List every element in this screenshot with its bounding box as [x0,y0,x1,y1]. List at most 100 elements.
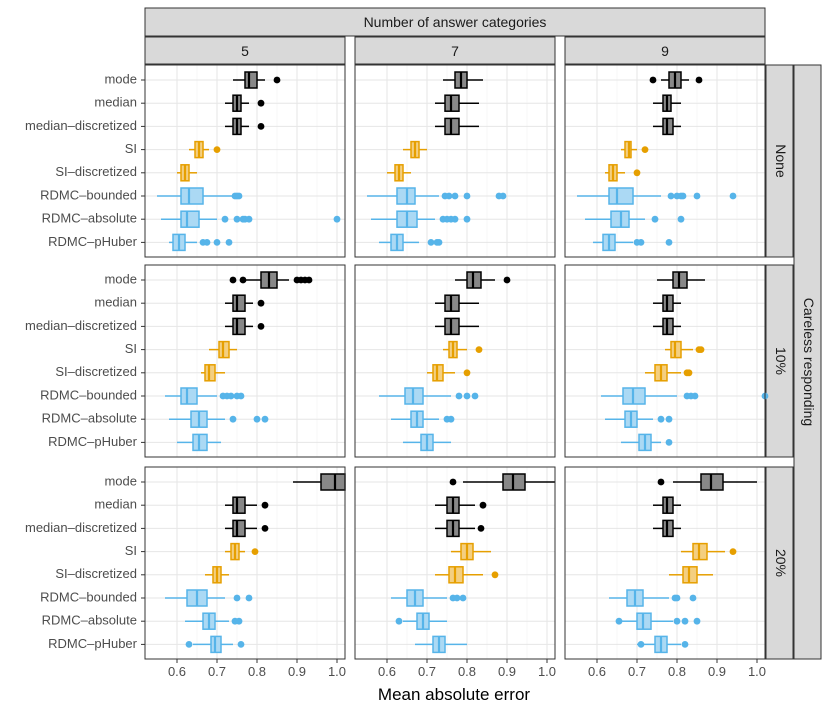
panel-background [565,265,765,457]
box-SI [443,340,483,359]
box-SI–discretized [427,364,471,382]
box-median [225,294,265,312]
x-tick-label: 0.6 [168,664,186,679]
outlier-point [239,276,247,284]
outlier-point [637,239,645,246]
box-RDMC–bounded [391,589,467,607]
outlier-point [651,215,659,223]
panel-border [144,264,346,458]
x-tick-label: 0.7 [418,664,436,679]
box-median–discretized [435,519,485,538]
box-SI [209,340,237,359]
box-RDMC–pHuber [379,233,443,252]
column-strip-7 [354,36,556,65]
box-SI–discretized [201,364,225,382]
outlier-point [447,415,455,423]
box-RDMC–absolute [169,410,269,428]
outlier-point [679,192,687,200]
panel-border [354,264,556,458]
panel-border [564,264,766,458]
outlier-point [305,276,313,284]
outlier-point [695,76,703,84]
box-mode [455,271,511,289]
x-tick-label: 0.8 [248,664,266,679]
box-RDMC–absolute [391,410,455,428]
box-iqr [232,317,246,336]
category-label: RDMC–bounded [40,589,137,604]
category-label: RDMC–bounded [40,187,137,202]
x-tick-label: 1.0 [748,664,766,679]
box-RDMC–pHuber [415,635,467,654]
box-RDMC–pHuber [177,433,221,452]
facet-strips: Number of answer categories 5 7 9 None 10% 20%… [144,7,822,660]
box-SI [189,140,221,159]
outlier-point [257,123,265,130]
category-label: SI–discretized [55,164,137,179]
category-label: RDMC–pHuber [48,636,138,651]
box-median [225,94,265,112]
category-label: RDMC–absolute [42,211,137,226]
outlier-point [463,369,471,377]
outlier-point [641,146,649,154]
x-tick-label: 0.8 [668,664,686,679]
box-SI–discretized [205,566,229,584]
facet-panels [144,64,769,660]
outlier-point [237,392,245,400]
outlier-point [229,276,237,284]
outlier-point [665,439,673,446]
box-RDMC–pHuber [637,635,689,654]
box-SI [403,140,427,159]
category-label: mode [104,71,137,86]
outlier-point [685,369,693,377]
box-SI–discretized [645,364,693,382]
panel-border [144,64,346,258]
panel-border [144,466,346,660]
panel-background [355,265,555,457]
outlier-point [499,192,507,200]
box-RDMC–pHuber [185,635,245,654]
box-mode [449,473,555,491]
outlier-point [649,76,657,84]
outlier-point [681,617,689,625]
x-axes: 0.6 0.7 0.8 0.9 1.0 0.6 0.7 0.8 0.9 1.0 0.6 0.7 0.8 0… [168,659,766,679]
box-iqr [232,294,246,312]
outlier-point [463,392,471,400]
box-RDMC–bounded [609,589,697,607]
x-tick-label: 0.7 [628,664,646,679]
box-RDMC–bounded [165,387,245,405]
box-SI–discretized [435,566,499,584]
category-label: SI–discretized [55,364,137,379]
outlier-point [221,215,229,223]
outlier-point [477,525,485,532]
category-label: median–discretized [25,118,137,133]
box-median [653,294,681,312]
category-label: SI [125,141,137,156]
outlier-point [233,594,241,602]
row-strip-1 [765,64,794,258]
panel-2-9 [564,264,769,458]
outlier-point [689,594,697,602]
box-RDMC–absolute [395,612,447,630]
box-RDMC–bounded [367,187,507,205]
box-RDMC–bounded [157,187,243,205]
outlier-point [253,415,261,423]
panel-background [145,65,345,257]
box-RDMC–absolute [605,410,673,428]
outlier-point [395,617,403,625]
box-median–discretized [225,317,265,336]
row-strip-2 [765,264,794,458]
outlier-point [229,415,237,423]
outlier-point [463,192,471,200]
column-facet-title-strip [144,7,766,37]
column-facet-title: Number of answer categories [364,14,547,30]
x-tick-label: 0.6 [378,664,396,679]
outlier-point [435,239,443,246]
box-median–discretized [435,117,479,136]
box-RDMC–bounded [165,589,253,607]
box-iqr [180,187,204,205]
box-RDMC–absolute [371,210,471,228]
panel-background [565,467,765,659]
outlier-point [237,641,245,648]
box-SI [681,542,737,561]
